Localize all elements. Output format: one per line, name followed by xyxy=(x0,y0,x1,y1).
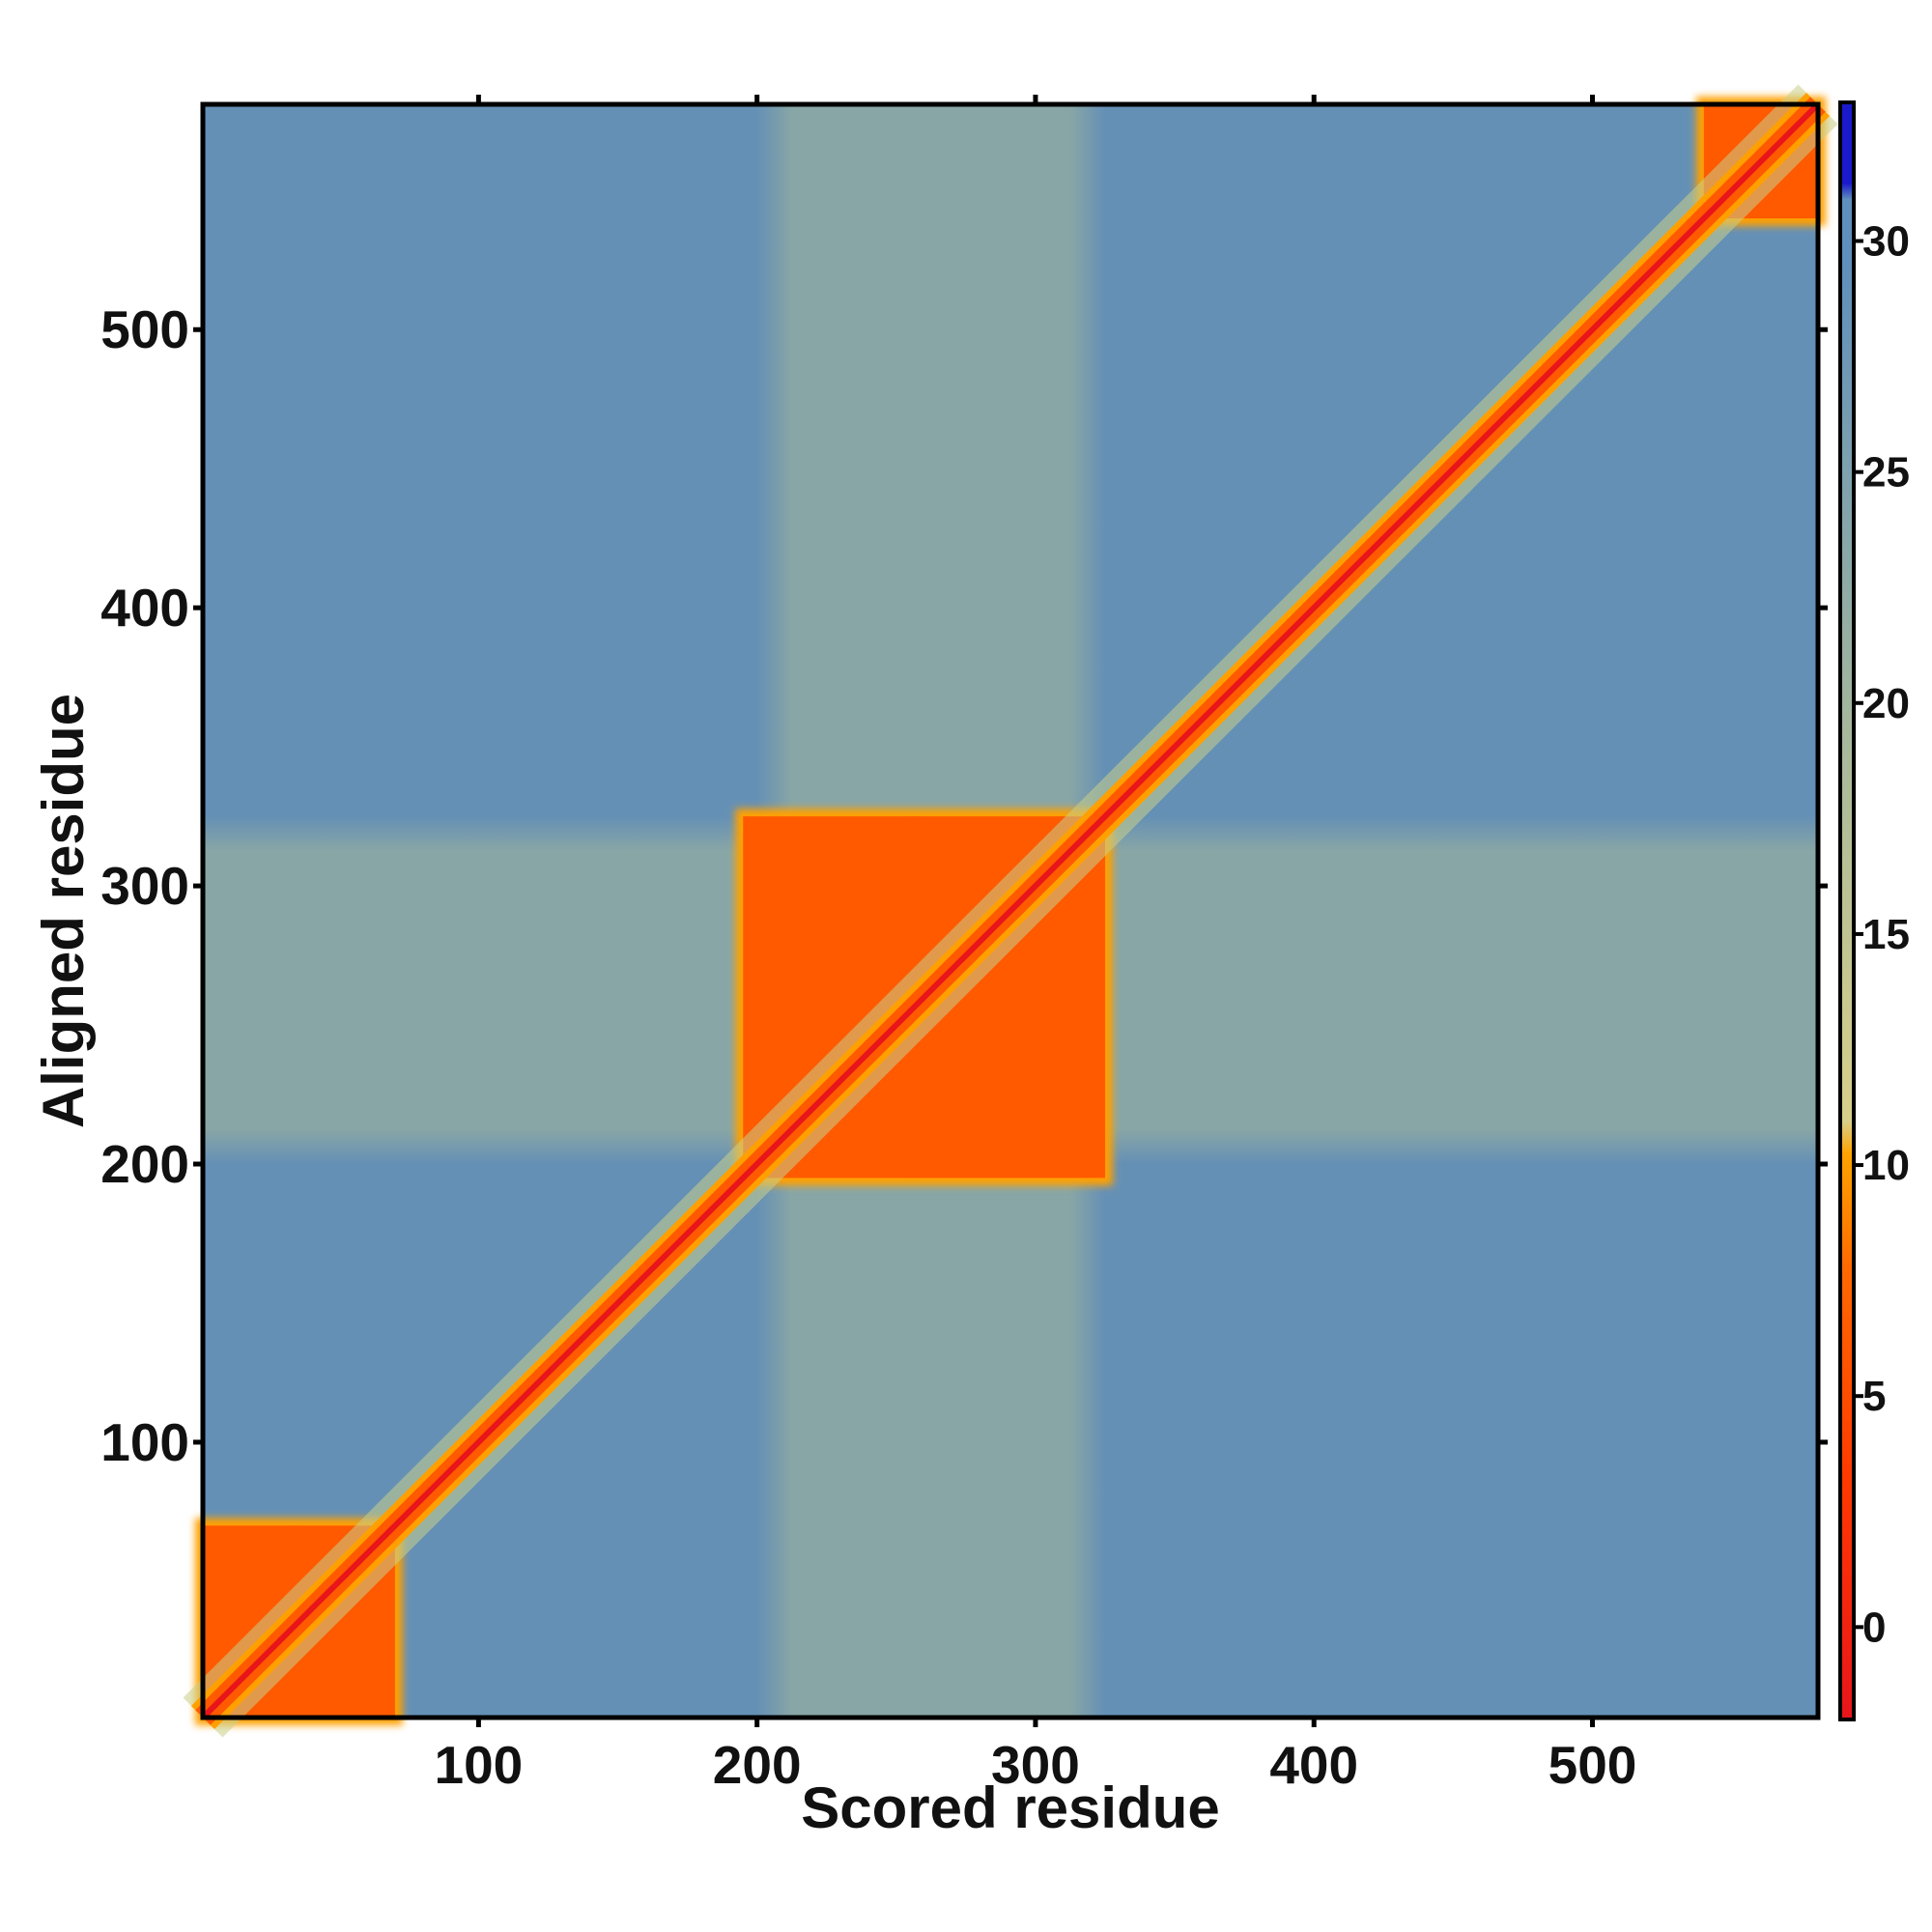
colorbar-tick-label: 5 xyxy=(1862,1373,1886,1420)
colorbar-tick-label: 20 xyxy=(1862,680,1910,727)
y-tick-label: 100 xyxy=(100,1412,189,1472)
plot-area xyxy=(183,84,1838,1738)
colorbar-tick-label: 0 xyxy=(1862,1604,1886,1651)
colorbar-tick-label: 10 xyxy=(1862,1142,1910,1189)
x-tick-label: 100 xyxy=(435,1735,524,1795)
colorbar: 0 5 10 15 20 25 30 xyxy=(1838,100,1910,1721)
y-axis-title: Aligned residue xyxy=(31,694,96,1128)
colorbar-tick-label: 30 xyxy=(1862,217,1910,265)
plot-frame xyxy=(200,101,1821,1720)
colorbar-frame xyxy=(1838,100,1856,1721)
y-tick-label: 300 xyxy=(100,856,189,916)
colorbar-ticks: 0 5 10 15 20 25 30 xyxy=(1854,217,1910,1651)
y-axis: 100 200 300 400 500 xyxy=(100,299,1828,1472)
x-axis: 100 200 300 400 500 xyxy=(435,95,1637,1795)
x-tick-label: 300 xyxy=(991,1735,1080,1795)
y-tick-label: 200 xyxy=(100,1134,189,1194)
diagonal-band xyxy=(183,84,1838,1738)
colorbar-gradient xyxy=(1840,102,1854,1719)
x-axis-title: Scored residue xyxy=(801,1776,1220,1840)
y-tick-label: 500 xyxy=(100,299,189,359)
colorbar-tick-label: 15 xyxy=(1862,911,1910,958)
x-tick-label: 500 xyxy=(1548,1735,1637,1795)
y-tick-label: 400 xyxy=(100,578,189,638)
colorbar-tick-label: 25 xyxy=(1862,449,1910,497)
x-tick-label: 400 xyxy=(1269,1735,1358,1795)
x-tick-label: 200 xyxy=(713,1735,802,1795)
diagonal-core xyxy=(200,101,1821,1720)
